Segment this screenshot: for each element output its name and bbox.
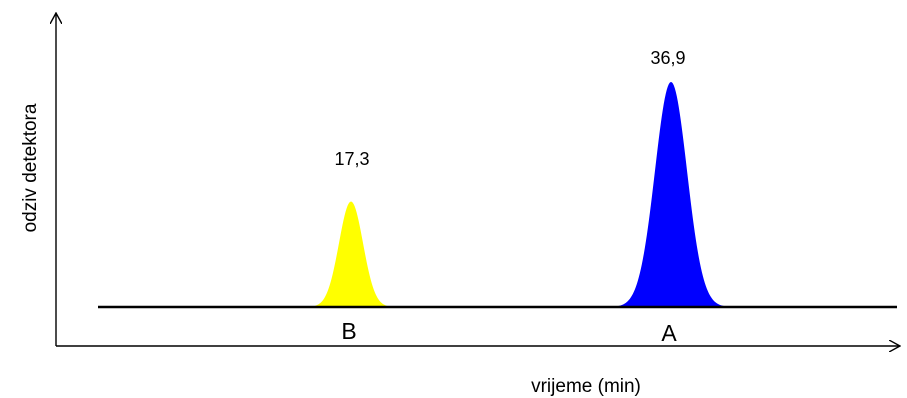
x-axis-label: vrijeme (min) [531,376,641,397]
y-axis-label: odziv detektora [20,103,41,232]
peak-b-value-label: 17,3 [334,149,369,169]
peak-b [300,201,402,307]
peaks-group [300,82,739,308]
peak-b-name-label: B [341,318,356,344]
peak-a [603,82,739,308]
peak-a-value-label: 36,9 [650,48,685,68]
peak-a-name-label: A [661,320,677,346]
